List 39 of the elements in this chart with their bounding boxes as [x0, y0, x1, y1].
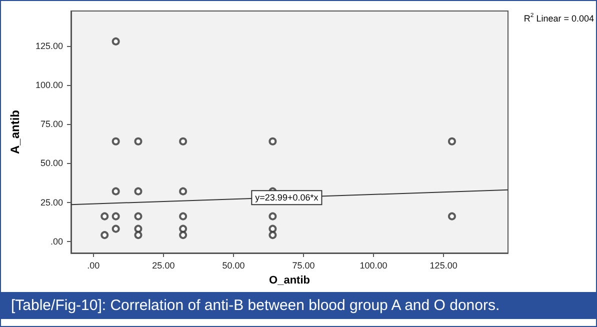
point — [134, 212, 142, 220]
point — [134, 137, 142, 146]
text: [Table/Fig-10]: Correlation of anti-B between blood group A and O donors. — [1, 292, 596, 319]
annotation: y=23.99+0.06*x — [255, 192, 319, 203]
point — [179, 137, 188, 146]
point — [179, 187, 188, 196]
point — [134, 187, 142, 196]
point — [112, 137, 120, 146]
point — [134, 231, 142, 240]
x-tick-label: 50.00 — [222, 260, 245, 270]
point — [268, 231, 277, 240]
point — [448, 137, 456, 146]
point — [112, 37, 120, 46]
x-tick-label: .00 — [87, 260, 100, 270]
y-tick-label: 25.00 — [40, 197, 63, 208]
point — [268, 137, 277, 146]
x-tick-label: 75.00 — [292, 260, 315, 270]
y-tick-label: 75.00 — [40, 119, 63, 130]
x-tick-label: 100.00 — [360, 260, 388, 270]
x-axis-title: O_antib — [269, 274, 310, 286]
point — [268, 212, 277, 220]
y-tick-label: 50.00 — [40, 158, 63, 168]
x-tick-label: 25.00 — [152, 260, 175, 270]
y-tick-label: .00 — [50, 236, 63, 246]
point — [112, 224, 120, 233]
point — [179, 231, 188, 240]
y-axis-title: A_antib — [8, 110, 22, 154]
point — [100, 231, 109, 240]
point — [179, 224, 188, 233]
y-tick-label: 125.00 — [35, 41, 63, 52]
point — [268, 224, 277, 233]
point — [100, 212, 109, 220]
point — [448, 212, 456, 220]
point — [112, 212, 120, 220]
point — [134, 224, 142, 233]
y-tick-label: 100.00 — [35, 80, 63, 90]
point — [179, 212, 188, 220]
point — [112, 187, 120, 196]
x-tick-label: 125.00 — [430, 260, 458, 270]
